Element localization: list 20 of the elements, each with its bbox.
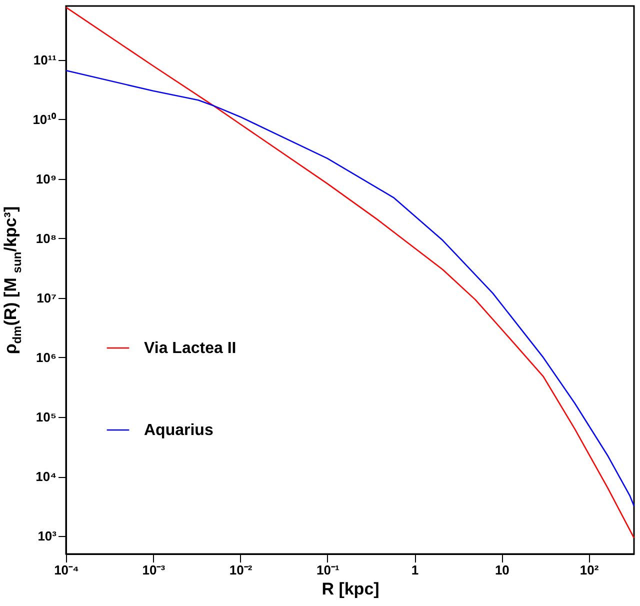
x-tick-label: 10	[494, 562, 510, 578]
legend-label: Aquarius	[144, 422, 214, 439]
y-tick-label: 10¹⁰	[32, 112, 56, 127]
x-tick-label: 10⁻²	[229, 562, 253, 578]
y-tick-label: 10⁸	[36, 230, 56, 246]
legend-label: Via Lactea II	[144, 340, 236, 357]
x-tick-label: 10⁻³	[142, 562, 166, 578]
y-axis-title: ρdm(R) [Msun/kpc³]	[1, 206, 24, 354]
x-tick-label: 10⁻¹	[316, 562, 340, 578]
y-tick-label: 10⁶	[36, 350, 57, 365]
x-tick-label: 10²	[580, 562, 600, 578]
y-tick-label: 10¹¹	[33, 52, 56, 68]
y-tick-label: 10⁹	[36, 171, 56, 186]
y-tick-label: 10⁷	[36, 290, 56, 306]
x-tick-label: 10⁻⁴	[54, 562, 79, 578]
x-axis-title: R [kpc]	[322, 580, 380, 598]
y-tick-label: 10³	[38, 528, 58, 544]
x-tick-label: 1	[411, 562, 419, 578]
y-tick-label: 10⁵	[36, 410, 56, 424]
y-tick-label: 10⁴	[36, 469, 56, 484]
